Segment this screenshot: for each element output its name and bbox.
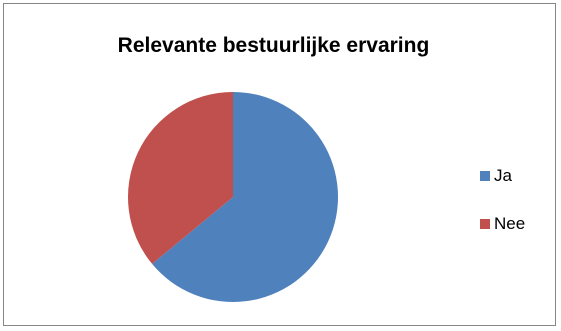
legend-swatch-ja	[480, 171, 490, 181]
legend-label-nee: Nee	[494, 214, 526, 233]
pie-chart	[128, 92, 339, 303]
legend-label-ja: Ja	[494, 166, 512, 185]
chart-title: Relevante bestuurlijke ervaring	[117, 34, 430, 57]
pie-slice-nee	[128, 92, 233, 264]
pie-slice-ja	[152, 92, 339, 303]
legend-swatch-nee	[480, 219, 490, 229]
legend-item-ja: Ja	[480, 165, 525, 187]
chart-frame: Relevante bestuurlijke ervaring Ja Nee	[3, 3, 556, 326]
legend: Ja Nee	[480, 165, 525, 261]
legend-item-nee: Nee	[480, 213, 525, 235]
